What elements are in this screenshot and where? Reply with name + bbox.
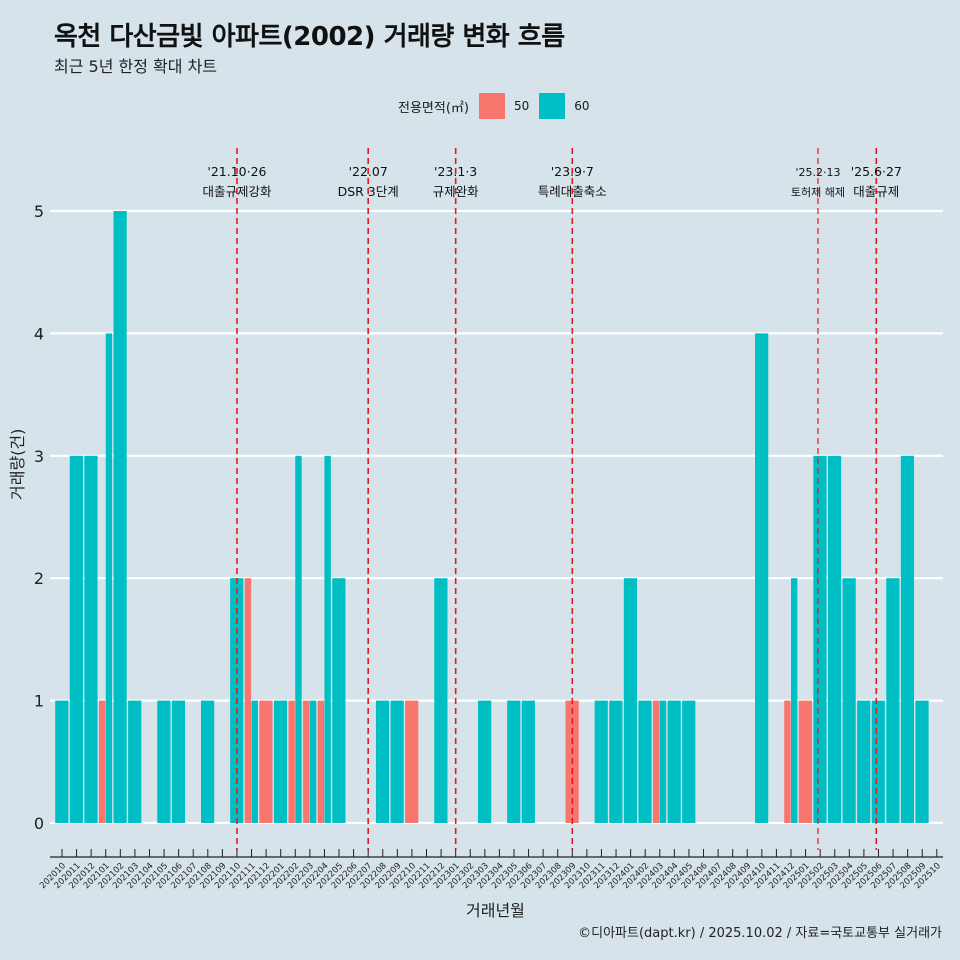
bar-202208-60 [375, 700, 390, 823]
legend-swatch-50 [478, 93, 505, 119]
bar-202201-60 [273, 700, 288, 823]
bar-202303-60 [478, 700, 492, 823]
event-name-label: 규제완화 [433, 184, 480, 199]
bar-202108-60 [201, 700, 215, 823]
event-date-label: '22.07 [349, 164, 388, 179]
chart-title: 옥천 다산금빛 아파트(2002) 거래량 변화 흐름 [54, 22, 565, 52]
y-tick-label: 5 [34, 202, 44, 221]
bars [55, 211, 929, 823]
bar-202209-60 [390, 700, 404, 823]
bar-202010-60 [55, 700, 69, 823]
bar-202203-60 [309, 700, 317, 823]
bar-202502-60 [813, 455, 827, 823]
bar-202105-60 [157, 700, 171, 823]
bar-202212-60 [434, 578, 448, 823]
y-tick-label: 3 [34, 447, 44, 466]
bar-202412-50 [784, 700, 791, 823]
legend-label-50: 50 [513, 99, 530, 113]
bar-202509-60 [915, 700, 929, 823]
event-name-label: 대출규제 [853, 184, 899, 199]
bar-202405-60 [682, 700, 696, 823]
y-tick-label: 1 [34, 692, 44, 711]
x-axis-title: 거래년월 [466, 901, 525, 920]
bar-202401-60 [623, 578, 638, 823]
bar-202504-60 [842, 578, 856, 823]
bar-202111-60 [251, 700, 258, 823]
event-name-label: 대출규제강화 [202, 184, 272, 199]
bar-202305-60 [507, 700, 521, 823]
event-date-label: '25.2·13 [795, 166, 840, 179]
bar-202111-50 [244, 578, 252, 823]
bar-202204-50 [317, 700, 325, 823]
bar-202501-50 [798, 700, 812, 823]
legend: 전용면적(㎡) 50 60 [398, 93, 600, 119]
bar-202505-60 [857, 700, 871, 823]
bar-202103-60 [128, 700, 142, 823]
bar-202311-60 [594, 700, 608, 823]
legend-swatch-60 [539, 93, 566, 119]
bar-202410-60 [755, 333, 769, 823]
bar-202403-60 [659, 700, 667, 823]
bar-202101-50 [98, 700, 106, 823]
bar-202402-60 [638, 700, 652, 823]
chart-subtitle: 최근 5년 한정 확대 차트 [54, 57, 218, 76]
bar-202102-60 [113, 211, 127, 823]
y-tick-label: 4 [34, 324, 44, 343]
bar-202412-60 [791, 578, 798, 823]
event-name-label: 특례대출축소 [538, 184, 607, 199]
bar-202112-50 [259, 700, 273, 823]
y-tick-label: 2 [34, 569, 44, 588]
bar-202210-50 [405, 700, 419, 823]
event-name-label: 토허제 해제 [791, 185, 845, 199]
source-caption: ©디아파트(dapt.kr) / 2025.10.02 / 자료=국토교통부 실… [578, 926, 942, 941]
y-tick-label: 0 [34, 814, 44, 833]
bar-202312-60 [609, 700, 623, 823]
bar-202205-60 [332, 578, 346, 823]
bar-202203-50 [303, 700, 310, 823]
bar-202101-60 [105, 333, 113, 823]
x-axis: 2020102020112020122021012021022021032021… [38, 849, 943, 891]
bar-202202-60 [295, 455, 302, 823]
event-date-label: '23.1·3 [434, 164, 477, 179]
bar-202012-60 [84, 455, 98, 823]
bar-202106-60 [171, 700, 186, 823]
bar-202204-60 [324, 455, 331, 823]
event-date-label: '21.10·26 [207, 164, 266, 179]
event-name-label: DSR 3단계 [338, 184, 399, 199]
y-axis: 0 1 2 3 4 5 [34, 202, 44, 833]
bar-202403-50 [652, 700, 660, 823]
bar-202202-50 [288, 700, 295, 823]
bar-202503-60 [827, 455, 842, 823]
bar-202404-60 [667, 700, 681, 823]
event-lines: '21.10·26 대출규제강화 '22.07 DSR 3단계 '23.1·3 규제완화 '… [202, 148, 902, 850]
bar-202508-60 [900, 455, 915, 823]
legend-label-60: 60 [574, 99, 590, 113]
bar-202306-60 [521, 700, 535, 823]
bar-202507-60 [886, 578, 900, 823]
event-date-label: '23.9·7 [551, 164, 594, 179]
legend-title: 전용면적(㎡) [398, 100, 469, 116]
bar-202011-60 [69, 455, 83, 823]
event-date-label: '25.6·27 [851, 164, 902, 179]
y-axis-title: 거래량(건) [8, 428, 27, 500]
bar-202506-60 [871, 700, 885, 823]
